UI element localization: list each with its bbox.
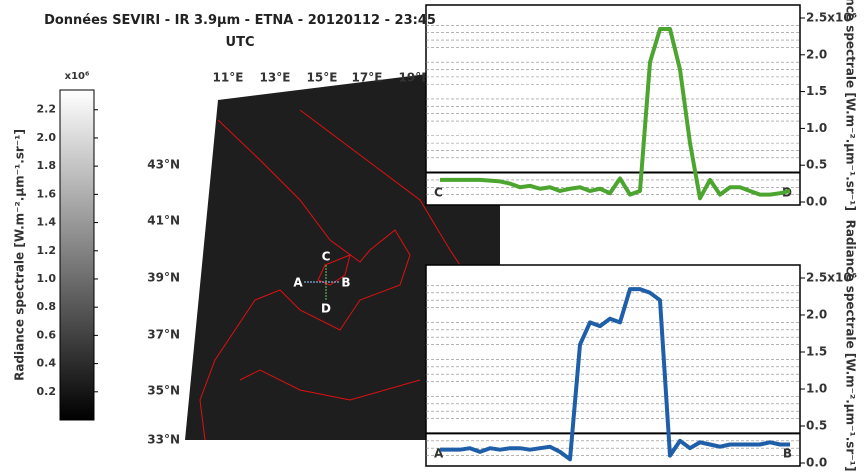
- colorbar: [59, 89, 95, 421]
- y-tick-label: 0.0: [806, 456, 827, 470]
- lat-label: 39°N: [147, 271, 180, 285]
- y-axis-label: Radiance spectrale [W.m⁻².µm⁻¹.sr⁻¹]: [844, 0, 858, 211]
- colorbar-tick-label: 2.0: [37, 131, 57, 144]
- colorbar-multiplier: x10⁶: [65, 71, 90, 82]
- lat-label: 43°N: [147, 158, 180, 172]
- point-label: B: [341, 276, 350, 290]
- start-label: A: [434, 447, 444, 461]
- colorbar-tick-label: 0.4: [37, 357, 57, 370]
- y-tick-label: 2.0: [806, 47, 827, 61]
- y-tick-label: 0.5: [806, 419, 827, 433]
- point-label: C: [322, 250, 331, 264]
- y-tick-label: 1.0: [806, 121, 827, 135]
- y-tick-label: 2.5x10⁶: [806, 11, 857, 25]
- colorbar-tick-label: 1.6: [37, 187, 57, 200]
- y-tick-label: 2.0: [806, 308, 827, 322]
- y-tick-label: 1.5: [806, 345, 827, 359]
- colorbar-tick-label: 1.0: [37, 272, 57, 285]
- series-line: [440, 287, 790, 462]
- lat-label: 35°N: [147, 384, 180, 398]
- y-tick-label: 1.5: [806, 84, 827, 98]
- chart-frame: [425, 264, 801, 467]
- lat-label: 41°N: [147, 214, 180, 228]
- point-label: D: [321, 302, 331, 316]
- satellite-image: [185, 65, 500, 440]
- series-line: [440, 27, 791, 201]
- lat-label: 37°N: [147, 328, 180, 342]
- start-label: C: [434, 186, 443, 200]
- lon-label: 13°E: [260, 71, 291, 85]
- y-tick-label: 2.5x10⁶: [806, 271, 857, 285]
- y-tick-label: 0.5: [806, 158, 827, 172]
- colorbar-tick-label: 0.2: [37, 385, 57, 398]
- lon-label: 11°E: [213, 71, 244, 85]
- y-tick-label: 1.0: [806, 382, 827, 396]
- colorbar-tick-label: 1.8: [37, 159, 57, 172]
- lon-label: 17°E: [352, 71, 383, 85]
- lat-label: 33°N: [147, 433, 180, 447]
- y-tick-label: 0.0: [806, 195, 827, 209]
- colorbar-label: Radiance spectrale [W.m⁻².µm⁻¹.sr⁻¹]: [13, 129, 27, 381]
- colorbar-tick-label: 0.6: [37, 328, 57, 341]
- colorbar-tick-label: 0.8: [37, 300, 57, 313]
- colorbar-tick-label: 1.2: [37, 244, 57, 257]
- title: Données SEVIRI - IR 3.9µm - ETNA - 20120…: [44, 13, 436, 50]
- point-label: A: [293, 276, 303, 290]
- chart-frame: [425, 4, 801, 206]
- y-axis-label: Radiance spectrale [W.m⁻².µm⁻¹.sr⁻¹]: [844, 220, 858, 472]
- lon-label: 19°E: [399, 71, 430, 85]
- colorbar-tick-label: 1.4: [37, 216, 57, 229]
- lon-label: 15°E: [307, 71, 338, 85]
- colorbar-tick-label: 2.2: [37, 103, 57, 116]
- end-label: B: [783, 447, 792, 461]
